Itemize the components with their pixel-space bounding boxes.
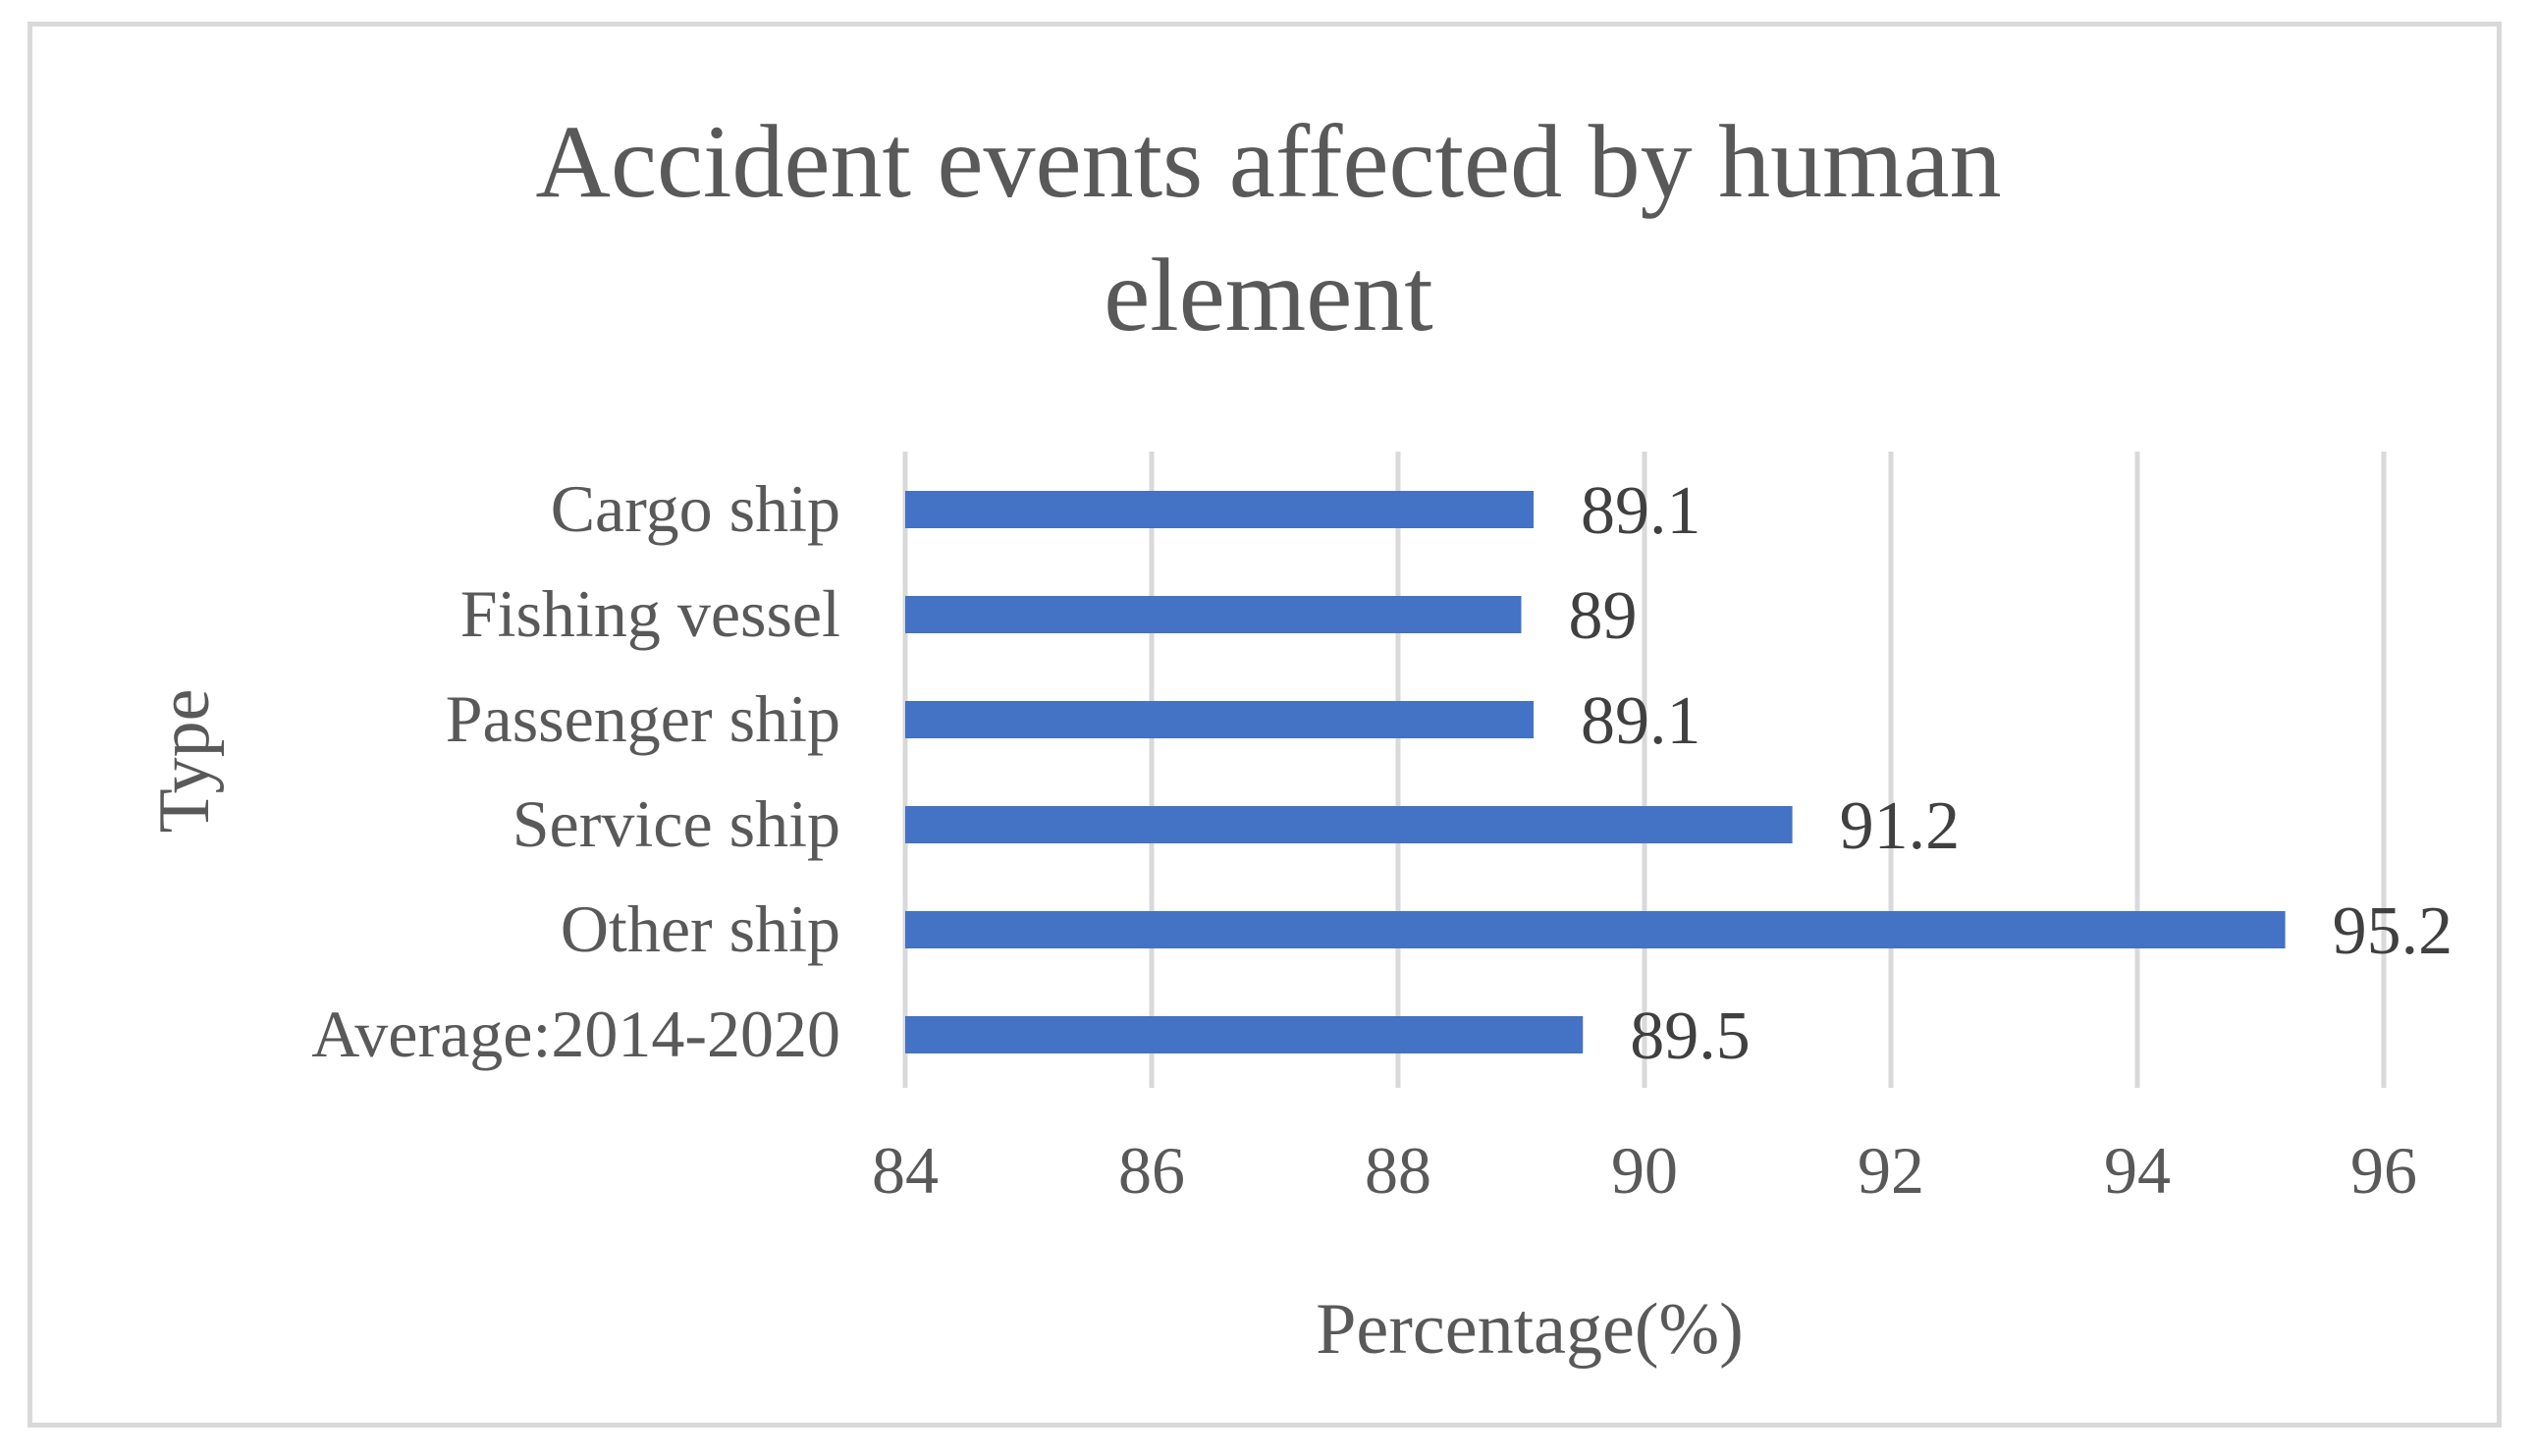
data-label: 91.2 [1840,788,1961,864]
x-tick-label: 88 [1365,1133,1431,1208]
category-labels: Cargo ship Fishing vessel Passenger ship Se… [311,471,840,1071]
bars [905,491,2286,1053]
category-label: Other ship [561,891,840,966]
data-label: 89.1 [1581,473,1701,549]
bar [905,491,1535,528]
x-tick-label: 84 [872,1133,939,1208]
bar [905,1016,1584,1053]
category-label: Fishing vessel [460,576,840,651]
data-label: 89.1 [1581,683,1701,759]
category-label: Cargo ship [551,471,840,546]
data-label: 89 [1569,578,1638,654]
x-tick-labels: 84 86 88 90 92 94 96 [872,1133,2417,1208]
x-tick-label: 92 [1858,1133,1924,1208]
chart-title-line-2: element [1104,238,1433,352]
category-label: Passenger ship [446,681,840,756]
bar [905,911,2286,948]
x-tick-label: 96 [2350,1133,2417,1208]
x-tick-label: 86 [1118,1133,1185,1208]
data-label: 89.5 [1630,998,1751,1074]
x-axis-title: Percentage(%) [1316,1289,1744,1370]
gridlines [902,452,2387,1088]
y-axis-title: Type [144,689,225,834]
category-label: Service ship [512,786,840,861]
bar [905,806,1793,843]
bar [905,701,1535,738]
bar [905,596,1522,633]
chart-title-line-1: Accident events affected by human [535,104,2001,219]
data-labels: 89.1 89 89.1 91.2 95.2 89.5 [1569,473,2453,1074]
x-tick-label: 94 [2104,1133,2171,1208]
x-tick-label: 90 [1611,1133,1678,1208]
data-label: 95.2 [2333,893,2453,969]
category-label: Average:2014-2020 [311,997,840,1071]
